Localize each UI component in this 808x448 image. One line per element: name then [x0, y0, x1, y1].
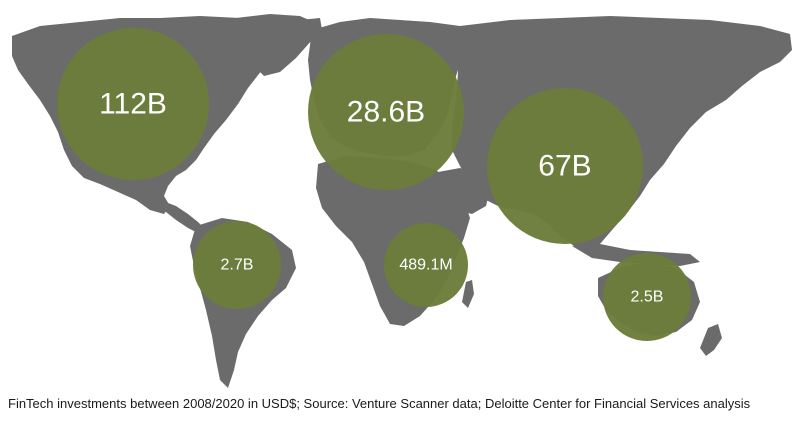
bubble-africa [384, 223, 468, 307]
world-map: 112B 28.6B 67B 2.7B 489.1M 2.5B [12, 14, 792, 388]
bubble-label-asia: 67B [538, 150, 591, 183]
bubble-label-south-america: 2.7B [221, 257, 254, 274]
bubble-label-north-america: 112B [99, 88, 167, 121]
land-central-america [160, 200, 206, 234]
bubble-oceania [603, 253, 691, 341]
bubble-south-america [193, 221, 281, 309]
bubble-layer: 112B 28.6B 67B 2.7B 489.1M 2.5B [57, 28, 691, 341]
map-caption: FinTech investments between 2008/2020 in… [8, 396, 751, 411]
bubble-label-europe: 28.6B [347, 96, 425, 129]
bubble-europe [308, 34, 464, 190]
land-japan [672, 104, 690, 140]
bubble-label-africa: 489.1M [399, 257, 452, 274]
world-map-svg: 112B 28.6B 67B 2.7B 489.1M 2.5B [12, 14, 792, 388]
land-greenland [236, 14, 318, 76]
land-new-zealand [700, 324, 722, 356]
land-madagascar [462, 280, 474, 308]
bubble-label-oceania: 2.5B [631, 289, 664, 306]
bubble-north-america [57, 28, 209, 180]
bubble-asia [487, 88, 643, 244]
land-south-asia [438, 168, 490, 214]
